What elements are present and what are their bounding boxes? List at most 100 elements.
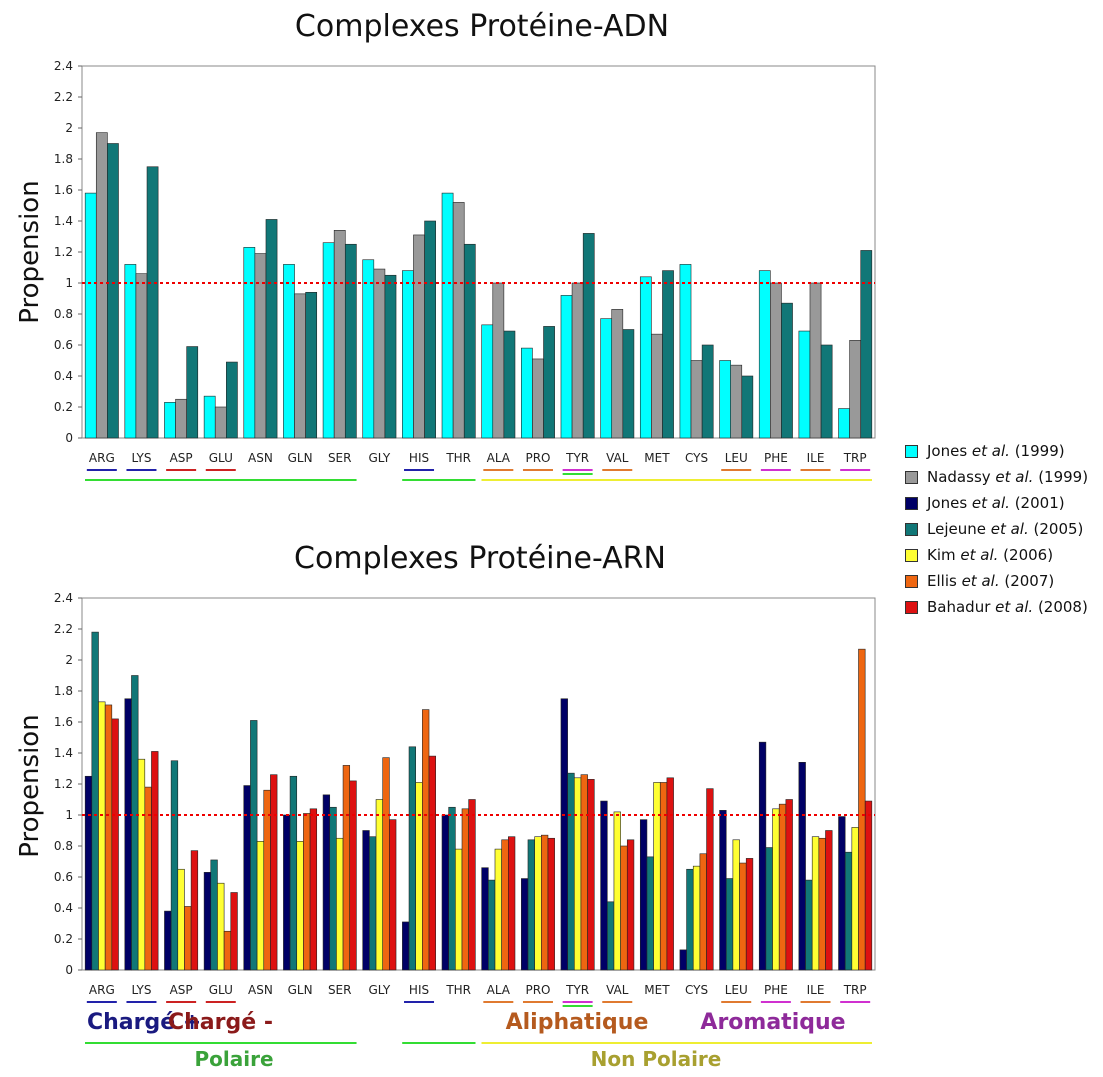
legend-swatch [905, 470, 918, 484]
x-tick-label: ASP [170, 451, 193, 465]
bar [560, 295, 573, 439]
x-tick-label: ARG [89, 451, 115, 465]
x-tick-label: TRP [843, 451, 867, 465]
bar [448, 806, 456, 971]
bar [626, 839, 635, 971]
bar [613, 811, 621, 971]
bar [362, 259, 375, 439]
bar [651, 333, 663, 439]
bar [223, 930, 232, 971]
x-tick-label: ASN [248, 451, 273, 465]
y-tick-label: 1 [65, 276, 73, 290]
bar [111, 718, 119, 971]
bar [606, 901, 615, 971]
plot-area-dna: 0 0.2 0.4 0.6 0.8 1 1.2 1.4 1.6 1.8 2 2.2 2.4 ARG LYS A… [54, 59, 876, 481]
legend-item: Kim et al. (2006) [905, 542, 1100, 568]
bar [289, 775, 298, 971]
bar [369, 836, 377, 971]
x-tick-label: GLY [369, 451, 391, 465]
bar [639, 276, 652, 439]
bar [230, 892, 238, 971]
bar [659, 782, 668, 971]
legend-item: Bahadur et al. (2008) [905, 594, 1100, 620]
bar [582, 233, 595, 439]
bar [611, 309, 624, 439]
bar [243, 785, 251, 971]
x-tick-label: ALA [487, 983, 511, 997]
bar [170, 760, 179, 971]
bar [164, 910, 172, 971]
bar [758, 741, 767, 971]
x-tick-label: ARG [89, 983, 115, 997]
bar [265, 219, 278, 439]
bar [849, 340, 862, 439]
bar [719, 810, 727, 971]
bar [124, 264, 137, 439]
bar [164, 402, 176, 439]
y-tick-label: 0.8 [54, 307, 73, 321]
legend-label: Jones et al. (2001) [927, 494, 1065, 512]
bar [283, 814, 291, 971]
legend-swatch [905, 600, 918, 614]
legend-item: Jones et al. (1999) [905, 438, 1100, 464]
x-tick-label: PHE [764, 451, 788, 465]
bar [719, 360, 731, 439]
bar [858, 648, 866, 971]
bar [547, 837, 555, 971]
bar [503, 330, 516, 439]
bar [778, 803, 787, 971]
bar [333, 230, 346, 439]
group-label-nonpolar: Non Polaire [591, 1047, 722, 1071]
bar [620, 845, 628, 971]
x-tick-label: LYS [131, 451, 151, 465]
x-tick-label: ALA [487, 451, 511, 465]
x-tick-label: HIS [409, 451, 429, 465]
bar [146, 166, 159, 439]
bar [415, 782, 423, 971]
bar [662, 270, 674, 439]
x-tick-label: THR [445, 983, 471, 997]
y-tick-label: 1.6 [54, 183, 73, 197]
bar [226, 361, 238, 439]
x-tick-label: CYS [685, 451, 708, 465]
bar [666, 777, 674, 971]
bar [580, 774, 588, 971]
plot-area-rna: 0 0.2 0.4 0.6 0.8 1 1.2 1.4 1.6 1.8 2 2.2 2.4 ARG LYS A… [54, 591, 876, 1044]
x-tick-label: PRO [525, 983, 550, 997]
bar [481, 867, 489, 971]
bar [543, 326, 555, 439]
x-tick-label: SER [328, 983, 352, 997]
legend-swatch [905, 574, 918, 588]
legend-label: Ellis et al. (2007) [927, 572, 1055, 590]
x-tick-label: GLY [369, 983, 391, 997]
group-label-aromatic: Aromatique [700, 1010, 845, 1035]
bar [95, 132, 108, 439]
x-tick-label: LYS [131, 983, 151, 997]
x-tick-label: TRP [843, 983, 867, 997]
y-tick-label: 0.2 [54, 400, 73, 414]
bar [785, 799, 793, 971]
bar [107, 143, 119, 439]
bar [770, 282, 782, 439]
bar [349, 780, 357, 971]
bar [521, 878, 529, 971]
x-tick-label: HIS [409, 983, 429, 997]
y-tick-label: 2.2 [54, 622, 73, 636]
x-tick-label: MET [644, 451, 670, 465]
bar [560, 698, 568, 971]
legend-swatch [905, 548, 918, 562]
bar [701, 344, 714, 439]
bar [210, 859, 218, 971]
bar [184, 906, 192, 971]
bar [441, 814, 449, 971]
bar [798, 330, 811, 439]
bar [699, 853, 707, 971]
y-tick-label: 1.4 [54, 746, 73, 760]
x-tick-label: VAL [606, 983, 629, 997]
bar [91, 631, 99, 971]
y-tick-label: 0.8 [54, 839, 73, 853]
bar [600, 800, 608, 971]
bar [494, 848, 502, 971]
bar [336, 837, 344, 971]
